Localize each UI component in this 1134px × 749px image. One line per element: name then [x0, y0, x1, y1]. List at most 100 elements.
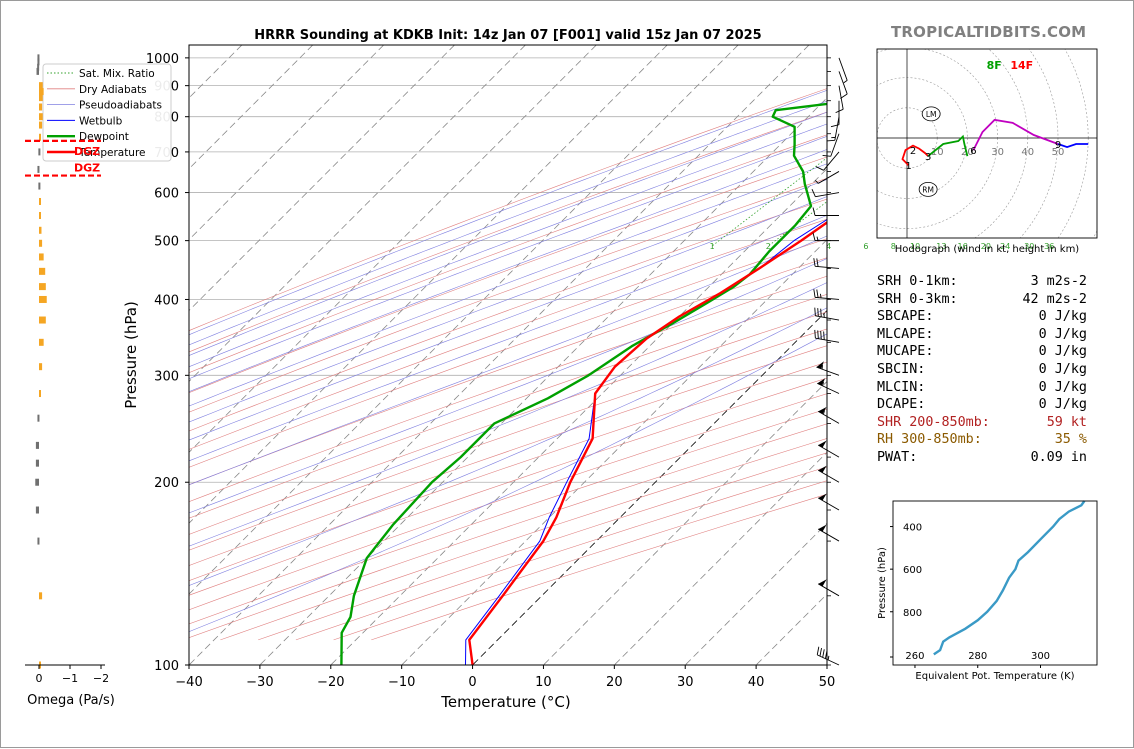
omega-bar: [39, 253, 44, 260]
legend-label: Pseudoadiabats: [79, 100, 162, 112]
hodograph-ring-label: 30: [991, 147, 1004, 158]
storm-motion-label: LM: [926, 110, 937, 119]
mixing-ratio-line: [768, 45, 1036, 246]
wind-barb: [817, 378, 839, 393]
theta-e-x-tick-label: 300: [1031, 651, 1050, 662]
omega-bar: [39, 240, 42, 247]
mixing-ratio-label: 1: [710, 242, 715, 251]
theta-e-y-tick-label: 800: [903, 608, 922, 619]
x-axis-title: Temperature (°C): [440, 693, 570, 711]
omega-bar: [39, 592, 42, 599]
omega-bar: [38, 148, 40, 155]
omega-bar: [36, 460, 39, 467]
x-tick-label: 40: [748, 675, 765, 690]
omega-bar: [39, 317, 46, 324]
hodograph-height-label: 1: [905, 161, 911, 172]
legend-label: Sat. Mix. Ratio: [79, 68, 155, 80]
stat-value: 59 kt: [1047, 414, 1087, 432]
theta-e-x-axis-title: Equivalent Pot. Temperature (K): [915, 671, 1074, 682]
stat-row: SBCIN:0 J/kg: [877, 361, 1097, 379]
omega-bar: [37, 538, 39, 545]
y-tick-label: 300: [154, 369, 179, 384]
x-tick-label: −30: [246, 675, 273, 690]
hodograph-height-label: 6: [970, 146, 976, 157]
stat-value: 0 J/kg: [1039, 343, 1087, 361]
omega-bar: [35, 479, 39, 486]
legend-label: Dewpoint: [79, 131, 129, 143]
stat-value: 0 J/kg: [1039, 308, 1087, 326]
y-axis-title: Pressure (hPa): [122, 301, 140, 409]
stat-value: 42 m2s-2: [1023, 291, 1088, 309]
stat-row: DCAPE: 0 J/kg: [877, 396, 1097, 414]
stat-label: MLCAPE:: [877, 327, 933, 342]
omega-bar: [39, 268, 45, 275]
storm-motion-label: RM: [922, 185, 934, 194]
y-tick-label: 400: [154, 293, 179, 308]
y-tick-label: 500: [154, 235, 179, 250]
stat-label: DCAPE:: [877, 397, 925, 412]
surface-temperature-label: 14F: [1010, 59, 1033, 72]
wind-barb: [814, 258, 839, 268]
omega-bar: [37, 166, 39, 173]
stat-label: SRH 0-1km:: [877, 274, 958, 289]
stat-row: MUCAPE: 0 J/kg: [877, 343, 1097, 361]
surface-dewpoint-label: 8F: [987, 59, 1002, 72]
stat-value: 0 J/kg: [1039, 326, 1087, 344]
wind-barb: [813, 207, 839, 215]
stat-row: SRH 0-3km:42 m2s-2: [877, 291, 1097, 309]
theta-e-frame: [893, 501, 1097, 665]
omega-axis-title: Omega (Pa/s): [27, 693, 115, 708]
theta-e-x-tick-label: 280: [968, 651, 987, 662]
wind-barb: [827, 101, 839, 127]
stat-label: SBCAPE:: [877, 309, 933, 324]
stat-row: MLCIN: 0 J/kg: [877, 379, 1097, 397]
x-tick-label: −10: [388, 675, 415, 690]
stat-row: PWAT:0.09 in: [877, 449, 1097, 467]
stat-value: 0 J/kg: [1039, 379, 1087, 397]
omega-bar: [39, 82, 43, 89]
skewt-legend: Sat. Mix. Ratio Dry Adiabats Pseudoadiabat…: [43, 64, 171, 161]
stat-label: RH 300-850mb:: [877, 432, 982, 447]
wind-barb: [827, 71, 847, 98]
isotherm-line: [331, 45, 951, 665]
stat-row: MLCAPE: 0 J/kg: [877, 326, 1097, 344]
y-tick-label: 600: [154, 187, 179, 202]
omega-bar: [39, 283, 46, 290]
y-tick-label: 100: [154, 659, 179, 674]
wind-barb: [827, 117, 839, 141]
theta-e-y-axis-title: Pressure (hPa): [877, 547, 888, 619]
x-tick-label: 0: [468, 675, 476, 690]
wind-barb: [817, 647, 839, 665]
stat-value: 0 J/kg: [1039, 396, 1087, 414]
stat-label: SHR 200-850mb:: [877, 415, 990, 430]
theta-e-x-tick-label: 260: [905, 651, 924, 662]
omega-bar: [37, 54, 39, 61]
x-tick-label: −20: [317, 675, 344, 690]
omega-tick-label: −2: [93, 672, 109, 685]
omega-bar: [36, 507, 39, 514]
mixing-ratio-line: [915, 45, 1134, 246]
theta-e-y-tick-label: 400: [903, 523, 922, 534]
hodograph-title: Hodograph (wind in kt, height in km): [895, 244, 1080, 255]
wind-barbs: [812, 58, 847, 665]
stat-label: MLCIN:: [877, 380, 925, 395]
stat-label: PWAT:: [877, 450, 917, 465]
hodograph-trace: [973, 120, 1058, 150]
stat-row: SHR 200-850mb: 59 kt: [877, 414, 1097, 432]
y-tick-label: 200: [154, 476, 179, 491]
mixing-ratio-label: 2: [766, 242, 771, 251]
omega-bar: [39, 94, 43, 101]
omega-bar: [39, 103, 42, 110]
hodograph-height-label: 2: [910, 146, 916, 157]
mixing-ratio-line: [712, 45, 975, 246]
mixing-ratio-line: [893, 45, 1134, 246]
stat-label: MUCAPE:: [877, 344, 933, 359]
omega-bar: [39, 363, 42, 370]
hodograph-height-label: 9: [1055, 140, 1061, 151]
theta-e-y-tick-label: 600: [903, 565, 922, 576]
stat-value: 3 m2s-2: [1031, 273, 1087, 291]
legend-label: Dry Adiabats: [79, 84, 147, 96]
theta-e-panel: 260 280 300 400 600 800 Equivalent Pot. Temper…: [877, 501, 1097, 682]
dgz-label: DGZ: [74, 145, 100, 158]
x-tick-label: 20: [606, 675, 623, 690]
